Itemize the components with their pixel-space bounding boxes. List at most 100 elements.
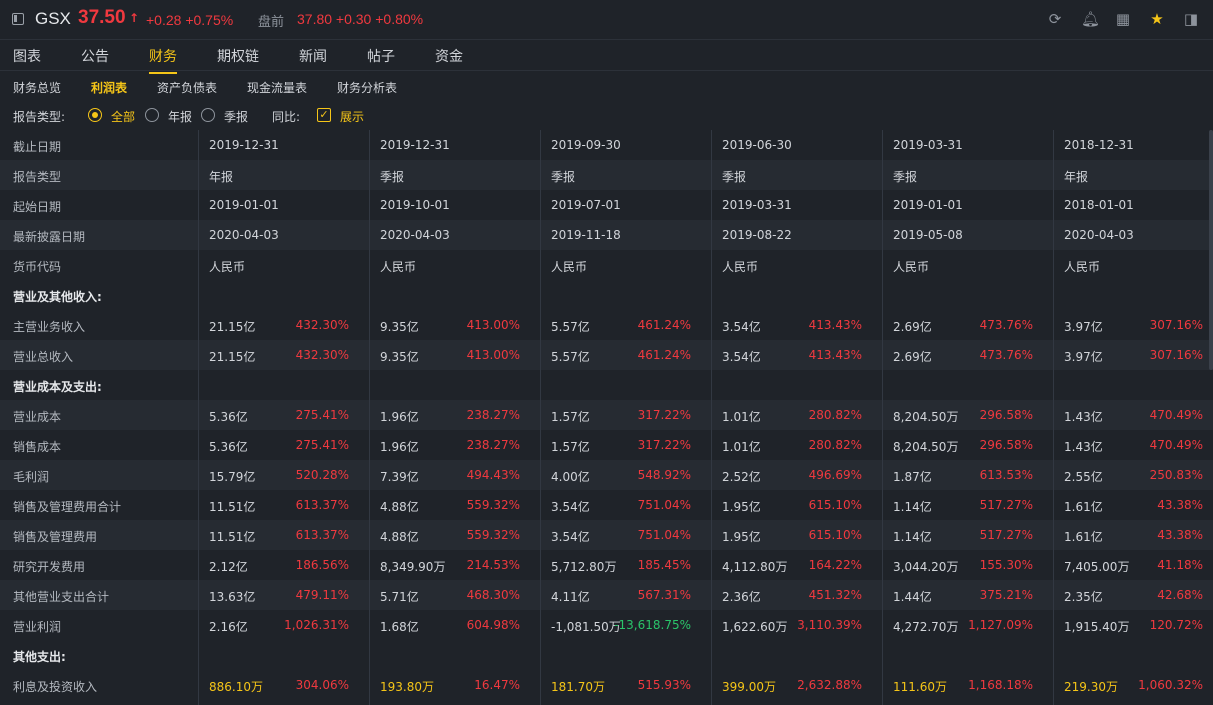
- subtab-balance-sheet[interactable]: 资产负债表: [157, 81, 218, 95]
- vertical-scrollbar[interactable]: [1209, 130, 1213, 370]
- value-cell: 1,915.40万: [1064, 620, 1130, 634]
- section-header-row: 其他支出:: [0, 640, 1213, 670]
- radio-quarterly[interactable]: [201, 108, 215, 122]
- tab-posts[interactable]: 帖子: [367, 49, 395, 65]
- table-cell: 2020-04-03: [380, 228, 450, 242]
- yoy-change-cell: 613.53%: [979, 468, 1033, 482]
- value-cell: 4,112.80万: [722, 560, 788, 574]
- yoy-change-cell: 307.16%: [1149, 348, 1203, 362]
- yoy-change-cell: 280.82%: [808, 438, 862, 452]
- subtab-cash-flow[interactable]: 现金流量表: [247, 81, 308, 95]
- row-label: 最新披露日期: [13, 230, 86, 244]
- tab-capital-flow[interactable]: 资金: [435, 49, 463, 65]
- row-label: 销售成本: [13, 440, 62, 454]
- table-cell: 2019-11-18: [551, 228, 621, 242]
- table-cell: 2019-01-01: [893, 198, 963, 212]
- value-cell: 7,405.00万: [1064, 560, 1130, 574]
- value-cell: 3.54亿: [551, 530, 590, 544]
- top-bar: GSX 37.50 ↑ +0.28 +0.75% 盘前 37.80 +0.30 …: [0, 0, 1213, 40]
- show-yoy-checkbox[interactable]: ✓: [317, 108, 331, 122]
- show-yoy-label[interactable]: 展示: [340, 110, 365, 124]
- radio-all-label[interactable]: 全部: [111, 110, 136, 124]
- value-cell: 2.69亿: [893, 350, 932, 364]
- table-cell: 2019-09-30: [551, 138, 621, 152]
- yoy-change-cell: 559.32%: [466, 528, 520, 542]
- value-cell: 3.54亿: [551, 500, 590, 514]
- table-row: 起始日期 2019-01-01 2019-10-01 2019-07-01 2019-0…: [0, 190, 1213, 220]
- tab-options-chain[interactable]: 期权链: [217, 49, 259, 65]
- yoy-change-cell: 515.93%: [637, 678, 691, 692]
- yoy-change-cell: 517.27%: [979, 528, 1033, 542]
- yoy-change-cell: 43.38%: [1157, 528, 1203, 542]
- value-cell: 181.70万: [551, 680, 605, 694]
- tab-news[interactable]: 新闻: [299, 49, 327, 65]
- value-cell: 4.00亿: [551, 470, 590, 484]
- yoy-change-cell: 317.22%: [637, 408, 691, 422]
- yoy-change-cell: 473.76%: [979, 348, 1033, 362]
- value-cell: 1.14亿: [893, 500, 932, 514]
- section-header: 营业及其他收入:: [13, 290, 102, 304]
- yoy-change-cell: -13,618.75%: [614, 618, 691, 632]
- bell-icon[interactable]: 🔔︎: [1081, 10, 1101, 28]
- subtab-overview[interactable]: 财务总览: [13, 81, 62, 95]
- radio-annual[interactable]: [145, 108, 159, 122]
- yoy-change-cell: 16.47%: [474, 678, 520, 692]
- value-cell: 9.35亿: [380, 320, 419, 334]
- value-cell: 13.63亿: [209, 590, 256, 604]
- layout-icon[interactable]: ◨: [1183, 10, 1199, 28]
- table-cell: 季报: [380, 170, 405, 184]
- value-cell: 21.15亿: [209, 320, 256, 334]
- row-label: 营业总收入: [13, 350, 74, 364]
- tab-chart[interactable]: 图表: [13, 49, 41, 65]
- star-icon[interactable]: ★: [1150, 10, 1164, 28]
- refresh-icon[interactable]: ⟳: [1048, 10, 1062, 28]
- radio-annual-label[interactable]: 年报: [168, 110, 193, 124]
- subtab-income-statement[interactable]: 利润表: [91, 81, 128, 95]
- price-change: +0.28 +0.75%: [146, 12, 234, 28]
- yoy-change-cell: 461.24%: [637, 318, 691, 332]
- value-cell: 2.16亿: [209, 620, 248, 634]
- yoy-change-cell: 250.83%: [1149, 468, 1203, 482]
- value-cell: 1.14亿: [893, 530, 932, 544]
- value-cell: 111.60万: [893, 680, 947, 694]
- yoy-change-cell: 413.43%: [808, 318, 862, 332]
- yoy-change-cell: 473.76%: [979, 318, 1033, 332]
- table-cell: 人民币: [551, 260, 588, 274]
- value-cell: 193.80万: [380, 680, 434, 694]
- table-cell: 2019-03-31: [722, 198, 792, 212]
- table-cell: 2019-07-01: [551, 198, 621, 212]
- toolbar-icons: ⟳ 🔔︎ ▦ ★ ◨: [1047, 11, 1199, 27]
- grid-icon[interactable]: ▦: [1115, 10, 1131, 28]
- yoy-change-cell: 238.27%: [466, 408, 520, 422]
- value-cell: 9.35亿: [380, 350, 419, 364]
- table-cell: 2019-12-31: [209, 138, 279, 152]
- subtab-analysis[interactable]: 财务分析表: [337, 81, 398, 95]
- radio-all[interactable]: [88, 108, 102, 122]
- radio-quarterly-label[interactable]: 季报: [224, 110, 249, 124]
- value-cell: 8,204.50万: [893, 410, 959, 424]
- financial-subtabs: 财务总览 利润表 资产负债表 现金流量表 财务分析表: [0, 71, 1213, 101]
- yoy-change-cell: 517.27%: [979, 498, 1033, 512]
- table-cell: 2020-04-03: [209, 228, 279, 242]
- yoy-change-cell: 1,168.18%: [968, 678, 1033, 692]
- table-row: 最新披露日期 2020-04-03 2020-04-03 2019-11-18 2019…: [0, 220, 1213, 250]
- section-header-row: 营业及其他收入:: [0, 280, 1213, 310]
- row-label: 销售及管理费用合计: [13, 500, 122, 514]
- up-arrow-icon: ↑: [129, 11, 140, 25]
- yoy-change-cell: 615.10%: [808, 528, 862, 542]
- value-cell: 5.57亿: [551, 320, 590, 334]
- table-row: 销售及管理费用 11.51亿 613.37% 4.88亿 559.32% 3.54亿 751…: [0, 520, 1213, 550]
- tab-announcements[interactable]: 公告: [81, 49, 109, 65]
- value-cell: 1.01亿: [722, 410, 761, 424]
- report-type-label: 报告类型:: [13, 110, 66, 124]
- value-cell: 1.61亿: [1064, 530, 1103, 544]
- tab-financials[interactable]: 财务: [149, 46, 177, 74]
- sidebar-toggle-icon[interactable]: [12, 13, 24, 25]
- report-filters: 报告类型: 全部 年报 季报 同比: ✓ 展示: [0, 101, 1213, 129]
- value-cell: 5,712.80万: [551, 560, 617, 574]
- value-cell: 1.68亿: [380, 620, 419, 634]
- yoy-change-cell: 214.53%: [466, 558, 520, 572]
- yoy-change-cell: 751.04%: [637, 528, 691, 542]
- row-label: 营业成本: [13, 410, 62, 424]
- value-cell: 1.96亿: [380, 410, 419, 424]
